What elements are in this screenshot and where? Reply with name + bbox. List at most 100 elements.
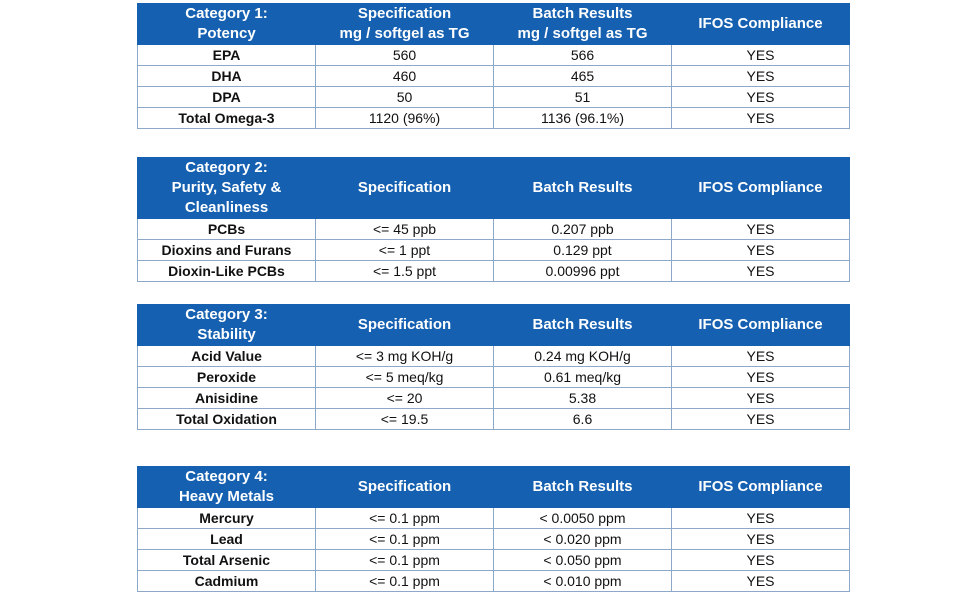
cell: 566 [493,44,672,66]
data-row: EPA 560 566 YES [137,44,850,66]
cell: YES [671,528,850,550]
cell: <= 0.1 ppm [315,570,494,592]
header-cell: IFOS Compliance [671,466,850,508]
cell: < 0.020 ppm [493,528,672,550]
row-label: EPA [137,44,316,66]
data-row: Dioxins and Furans <= 1 ppt 0.129 ppt YES [137,239,850,261]
cell: <= 45 ppb [315,218,494,240]
cell: YES [671,408,850,430]
cell: < 0.050 ppm [493,549,672,571]
cell: 51 [493,86,672,108]
header-cell: IFOS Compliance [671,3,850,45]
cell: 1136 (96.1%) [493,107,672,129]
data-row: Anisidine <= 20 5.38 YES [137,387,850,409]
spec-table: Category 3: Stability Specification Batch … [137,304,850,430]
data-row: PCBs <= 45 ppb 0.207 ppb YES [137,218,850,240]
header-cell: Batch Results [493,304,672,346]
cell: <= 5 meq/kg [315,366,494,388]
cell: < 0.0050 ppm [493,507,672,529]
row-label: Dioxin-Like PCBs [137,260,316,282]
cell: YES [671,86,850,108]
header-cell: Specification [315,466,494,508]
cell: 6.6 [493,408,672,430]
row-label: Total Omega-3 [137,107,316,129]
header-cell: Category 4: Heavy Metals [137,466,316,508]
cell: <= 3 mg KOH/g [315,345,494,367]
spec-table: Category 4: Heavy Metals Specification Bat… [137,466,850,592]
header-row: Category 2: Purity, Safety & Cleanliness… [137,157,850,219]
cell: <= 0.1 ppm [315,549,494,571]
cell: YES [671,107,850,129]
cell: <= 0.1 ppm [315,528,494,550]
cell: YES [671,65,850,87]
data-row: Mercury <= 0.1 ppm < 0.0050 ppm YES [137,507,850,529]
cell: YES [671,366,850,388]
row-label: Dioxins and Furans [137,239,316,261]
data-row: Total Arsenic <= 0.1 ppm < 0.050 ppm YES [137,549,850,571]
header-cell: Category 3: Stability [137,304,316,346]
cell: 0.24 mg KOH/g [493,345,672,367]
row-label: Cadmium [137,570,316,592]
cell: 0.00996 ppt [493,260,672,282]
row-label: DHA [137,65,316,87]
header-cell: Category 1: Potency [137,3,316,45]
data-row: Lead <= 0.1 ppm < 0.020 ppm YES [137,528,850,550]
header-cell: Specification mg / softgel as TG [315,3,494,45]
cell: <= 0.1 ppm [315,507,494,529]
cell: YES [671,44,850,66]
cell: YES [671,345,850,367]
header-cell: Batch Results [493,466,672,508]
cell: 465 [493,65,672,87]
header-cell: Batch Results [493,157,672,219]
row-label: Lead [137,528,316,550]
header-row: Category 4: Heavy Metals Specification Bat… [137,466,850,508]
cell: 460 [315,65,494,87]
data-row: Peroxide <= 5 meq/kg 0.61 meq/kg YES [137,366,850,388]
cell: <= 1.5 ppt [315,260,494,282]
header-cell: IFOS Compliance [671,304,850,346]
cell: YES [671,218,850,240]
cell: 5.38 [493,387,672,409]
header-cell: Category 2: Purity, Safety & Cleanliness [137,157,316,219]
header-cell: IFOS Compliance [671,157,850,219]
spec-table: Category 1: Potency Specification mg / so… [137,3,850,129]
row-label: Anisidine [137,387,316,409]
cell: 0.207 ppb [493,218,672,240]
header-cell: Specification [315,304,494,346]
row-label: Peroxide [137,366,316,388]
data-row: Cadmium <= 0.1 ppm < 0.010 ppm YES [137,570,850,592]
cell: YES [671,507,850,529]
row-label: DPA [137,86,316,108]
row-label: Acid Value [137,345,316,367]
cell: <= 19.5 [315,408,494,430]
spec-table: Category 2: Purity, Safety & Cleanliness… [137,157,850,282]
data-row: Total Oxidation <= 19.5 6.6 YES [137,408,850,430]
header-row: Category 1: Potency Specification mg / so… [137,3,850,45]
cell: 50 [315,86,494,108]
cell: 0.61 meq/kg [493,366,672,388]
data-row: Dioxin-Like PCBs <= 1.5 ppt 0.00996 ppt YES [137,260,850,282]
row-label: Total Arsenic [137,549,316,571]
cell: 560 [315,44,494,66]
cell: <= 20 [315,387,494,409]
cell: YES [671,387,850,409]
header-cell: Batch Results mg / softgel as TG [493,3,672,45]
header-cell: Specification [315,157,494,219]
cell: YES [671,260,850,282]
cell: YES [671,549,850,571]
data-row: DHA 460 465 YES [137,65,850,87]
cell: 0.129 ppt [493,239,672,261]
row-label: Total Oxidation [137,408,316,430]
data-row: Total Omega-3 1120 (96%) 1136 (96.1%) YES [137,107,850,129]
row-label: PCBs [137,218,316,240]
data-row: Acid Value <= 3 mg KOH/g 0.24 mg KOH/g YES [137,345,850,367]
header-row: Category 3: Stability Specification Batch … [137,304,850,346]
cell: YES [671,570,850,592]
cell: <= 1 ppt [315,239,494,261]
cell: 1120 (96%) [315,107,494,129]
row-label: Mercury [137,507,316,529]
cell: < 0.010 ppm [493,570,672,592]
cell: YES [671,239,850,261]
data-row: DPA 50 51 YES [137,86,850,108]
